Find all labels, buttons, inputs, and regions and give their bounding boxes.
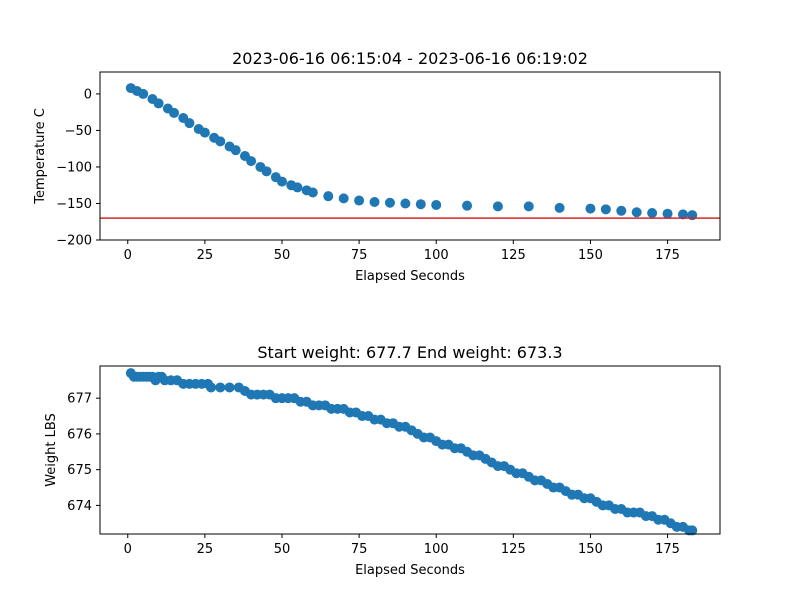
temperature-x-tick-label: 150 (578, 248, 603, 263)
temperature-data-point (369, 197, 380, 208)
temperature-data-point (230, 145, 241, 156)
temperature-data-point (400, 198, 411, 209)
weight-x-tick-label: 75 (351, 542, 368, 557)
temperature-chart-ylabel: Temperature C (33, 108, 48, 205)
temperature-chart-xlabel: Elapsed Seconds (355, 269, 465, 284)
temperature-data-point (338, 193, 349, 204)
temperature-data-point (647, 207, 658, 218)
temperature-data-point (677, 209, 688, 220)
weight-x-tick-label: 50 (274, 542, 291, 557)
weight-data-point (224, 382, 235, 393)
temperature-x-tick-label: 0 (124, 248, 132, 263)
temperature-data-point (153, 98, 164, 109)
weight-x-tick-label: 100 (424, 542, 449, 557)
temperature-data-point (554, 202, 565, 213)
weight-x-tick-label: 125 (501, 542, 526, 557)
temperature-y-tick-label: 0 (84, 87, 92, 102)
temperature-chart: 2023-06-16 06:15:04 - 2023-06-16 06:19:0… (33, 49, 721, 284)
temperature-y-tick-label: −50 (65, 124, 92, 139)
weight-y-tick-label: 675 (67, 463, 92, 478)
weight-y-tick-label: 674 (67, 499, 92, 514)
temperature-data-point (431, 199, 442, 210)
temperature-data-point (354, 195, 365, 206)
weight-chart-xlabel: Elapsed Seconds (355, 563, 465, 578)
temperature-data-point (261, 166, 272, 177)
weight-data-point (215, 382, 226, 393)
temperature-x-tick-label: 125 (501, 248, 526, 263)
temperature-x-tick-label: 50 (274, 248, 291, 263)
temperature-data-point (662, 208, 673, 219)
weight-x-tick-label: 175 (655, 542, 680, 557)
weight-axes-frame (99, 365, 721, 535)
temperature-data-point (616, 205, 627, 216)
temperature-data-point (307, 187, 318, 198)
temperature-data-point (415, 199, 426, 210)
temperature-y-tick-label: −200 (56, 234, 92, 249)
temperature-data-point (492, 201, 503, 212)
temperature-axes-frame (99, 71, 721, 241)
temperature-data-point (215, 136, 226, 147)
temperature-data-point (199, 127, 210, 138)
weight-x-tick-label: 0 (124, 542, 132, 557)
weight-data-point (687, 525, 698, 536)
temperature-x-tick-label: 25 (197, 248, 214, 263)
temperature-data-point (384, 197, 395, 208)
temperature-data-point (323, 191, 334, 202)
weight-chart-title: Start weight: 677.7 End weight: 673.3 (257, 343, 562, 362)
temperature-data-point (169, 107, 180, 118)
temperature-data-point (585, 203, 596, 214)
temperature-chart-title: 2023-06-16 06:15:04 - 2023-06-16 06:19:0… (232, 49, 588, 68)
temperature-data-point (631, 207, 642, 218)
temperature-y-tick-label: −150 (56, 197, 92, 212)
temperature-x-tick-label: 75 (351, 248, 368, 263)
temperature-data-point (138, 88, 149, 99)
temperature-data-point (246, 156, 257, 167)
weight-y-tick-label: 677 (67, 392, 92, 407)
temperature-data-point (523, 201, 534, 212)
weight-chart-ylabel: Weight LBS (44, 413, 59, 487)
weight-plot-area: 0 25 50 75 100 125 150 175 674 675 676 677 (67, 368, 698, 557)
weight-x-tick-label: 25 (197, 542, 214, 557)
temperature-x-tick-label: 175 (655, 248, 680, 263)
temperature-data-point (462, 200, 473, 211)
weight-chart: Start weight: 677.7 End weight: 673.3 El… (44, 343, 721, 578)
temperature-x-tick-label: 100 (424, 248, 449, 263)
weight-data-point (206, 382, 217, 393)
temperature-y-tick-label: −100 (56, 160, 92, 175)
weight-y-tick-label: 676 (67, 427, 92, 442)
temperature-data-point (600, 204, 611, 215)
temperature-plot-area: 0 25 50 75 100 125 150 175 −200 −150 −100 −50 0 (56, 83, 720, 263)
temperature-data-point (184, 118, 195, 129)
weight-x-tick-label: 150 (578, 542, 603, 557)
temperature-data-point (292, 182, 303, 193)
temperature-data-point (276, 176, 287, 187)
